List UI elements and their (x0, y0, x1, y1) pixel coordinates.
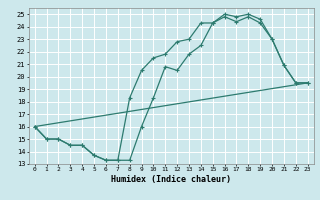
X-axis label: Humidex (Indice chaleur): Humidex (Indice chaleur) (111, 175, 231, 184)
